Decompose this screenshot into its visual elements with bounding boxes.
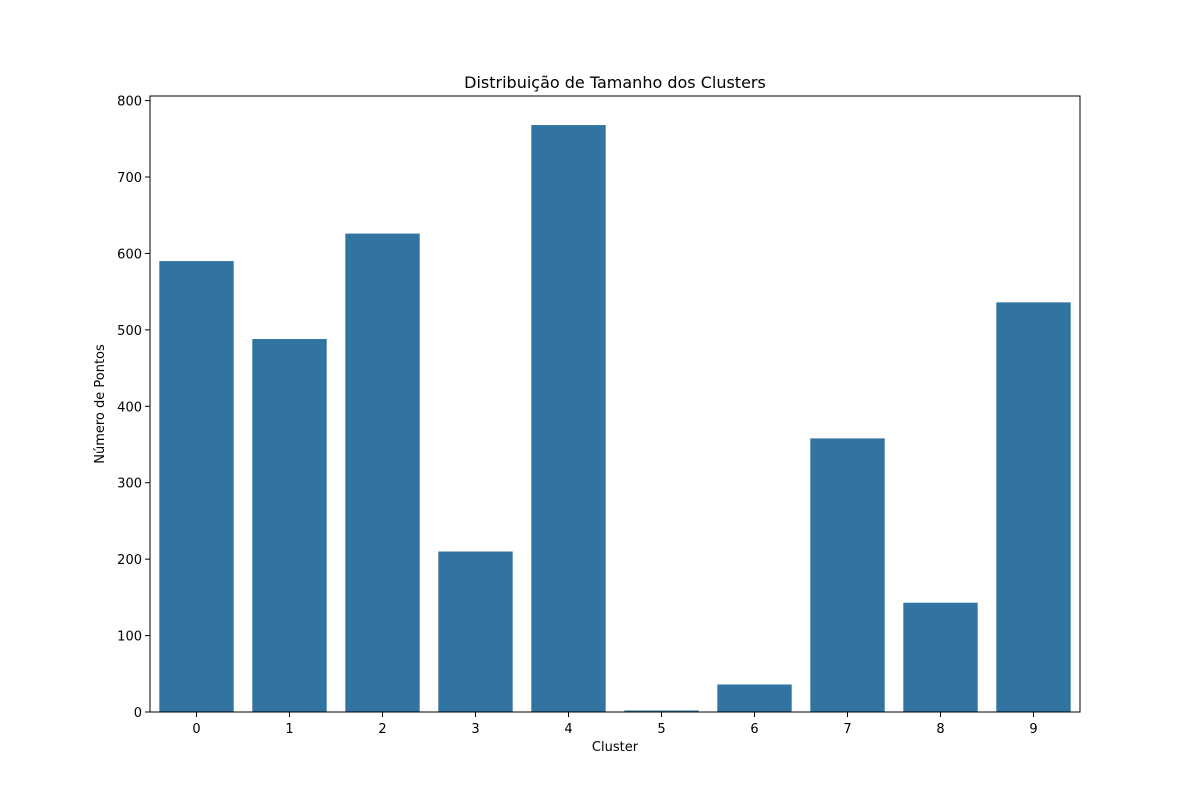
bar-cluster-4 [531,125,606,713]
x-tick-label: 5 [657,722,665,737]
y-tick-label: 800 [117,95,142,110]
bar-cluster-7 [810,438,885,712]
x-axis-label: Cluster [592,740,639,755]
y-tick-label: 500 [117,324,142,339]
bar-cluster-0 [159,261,234,712]
x-tick-label: 0 [192,722,200,737]
x-tick-label: 7 [843,722,851,737]
y-tick-label: 200 [117,553,142,568]
bar-cluster-8 [903,602,978,712]
y-tick-label: 0 [134,706,142,721]
y-tick-label: 700 [117,171,142,186]
x-ticks-group: 0 1 2 3 4 5 6 7 8 9 [192,712,1038,737]
x-tick-label: 6 [750,722,758,737]
x-tick-label: 8 [936,722,944,737]
bar-cluster-3 [438,551,513,712]
y-tick-label: 300 [117,477,142,492]
y-axis-label: Número de Pontos [93,344,108,464]
bar-cluster-9 [996,302,1071,712]
bars-group [159,125,1071,713]
x-tick-label: 9 [1029,722,1037,737]
x-tick-label: 2 [378,722,386,737]
y-tick-label: 100 [117,630,142,645]
bar-cluster-1 [252,339,327,712]
axes-group [149,95,1081,713]
plot-frame [149,95,1081,713]
y-tick-label: 400 [117,400,142,415]
y-ticks-group: 0 100 200 300 400 500 600 700 800 [117,95,150,721]
x-tick-label: 4 [564,722,572,737]
bar-cluster-2 [345,233,420,712]
x-tick-label: 3 [471,722,479,737]
bar-cluster-6 [717,684,792,712]
chart-title: Distribuição de Tamanho dos Clusters [464,73,766,92]
x-tick-label: 1 [285,722,293,737]
bar-cluster-5 [624,710,699,712]
y-tick-label: 600 [117,247,142,262]
